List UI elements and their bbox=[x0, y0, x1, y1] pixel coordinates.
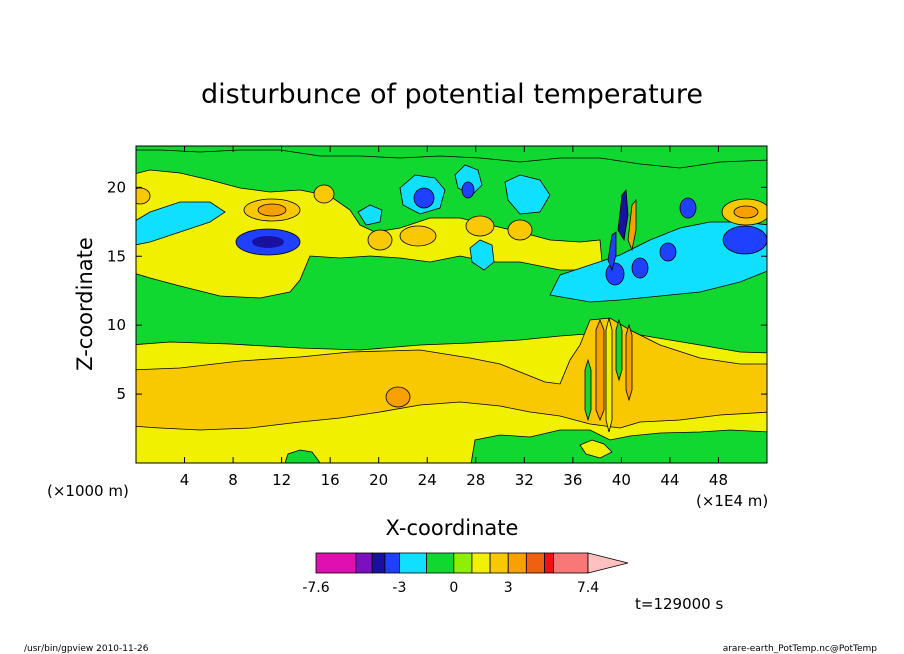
field-region-blue-eddy-3 bbox=[461, 181, 475, 199]
time-label: t=129000 s bbox=[635, 595, 723, 613]
chart-title: disturbunce of potential temperature bbox=[201, 79, 703, 110]
x-tick-label: 12 bbox=[272, 471, 291, 489]
y-axis-title: Z-coordinate bbox=[73, 237, 97, 371]
field-region-orange-eddy-3 bbox=[367, 229, 393, 251]
field-region-orange-eddy-7-core bbox=[733, 205, 759, 219]
footer-right: arare-earth_PotTemp.nc@PotTemp bbox=[723, 644, 878, 654]
y-axis: 5 10 15 20 bbox=[107, 178, 767, 403]
colorbar-overflow-arrow bbox=[587, 552, 629, 574]
colorbar bbox=[315, 552, 629, 574]
colorbar-bin bbox=[426, 552, 455, 574]
field-region-orange-eddy-6 bbox=[507, 219, 533, 241]
colorbar-bin bbox=[507, 552, 527, 574]
x-tick-label: 36 bbox=[563, 471, 582, 489]
field-region-orange-eddy-2 bbox=[313, 184, 335, 204]
plot-frame bbox=[135, 145, 768, 464]
field-region-orange-eddy-4 bbox=[399, 225, 437, 247]
field-region-orange-eddy-9 bbox=[136, 187, 151, 205]
colorbar-bin bbox=[544, 552, 554, 574]
field-region-cyan-blob-4 bbox=[454, 164, 483, 196]
footer-left: /usr/bin/gpview 2010-11-26 bbox=[24, 644, 149, 654]
field-region-orange-eddy-1-core bbox=[257, 203, 287, 217]
x-tick-label: 40 bbox=[612, 471, 631, 489]
field-region-cyan-blob-5 bbox=[357, 204, 383, 226]
field-region-upper-green bbox=[136, 146, 767, 169]
y-tick-label: 15 bbox=[107, 247, 126, 265]
x-tick-label: 28 bbox=[466, 471, 485, 489]
colorbar-bin bbox=[553, 552, 589, 574]
field-region-blue-eddy-8 bbox=[679, 197, 697, 219]
colorbar-bin bbox=[525, 552, 545, 574]
field-region-blue-eddy-6 bbox=[659, 242, 677, 262]
field-region-cyan-blob-2 bbox=[504, 174, 551, 215]
colorbar-bin bbox=[371, 552, 386, 574]
colorbar-bin bbox=[355, 552, 373, 574]
x-tick-label: 32 bbox=[515, 471, 534, 489]
field-region-yellow-patch bbox=[579, 439, 613, 459]
field-region-blue-eddy-1-core bbox=[252, 236, 284, 248]
field-region-orange-eddy-8 bbox=[385, 386, 411, 408]
x-axis: 4 8 12 16 20 24 28 32 36 40 44 48 bbox=[180, 146, 728, 489]
field-region-green-bottom bbox=[470, 429, 767, 463]
colorbar-tick-label: 0 bbox=[449, 580, 458, 596]
field-region-vertical-streaks bbox=[584, 317, 633, 433]
colorbar-labels: -7.6 -3 0 3 7.4 bbox=[302, 580, 599, 596]
x-tick-label: 20 bbox=[369, 471, 388, 489]
colorbar-tick-label: 7.4 bbox=[577, 580, 599, 596]
field-region-cyan-band bbox=[136, 201, 226, 246]
field-region-blue-eddy-5 bbox=[631, 257, 649, 279]
x-tick-label: 8 bbox=[228, 471, 238, 489]
x-unit-left: (×1000 m) bbox=[47, 482, 129, 500]
x-unit-right: (×1E4 m) bbox=[696, 492, 768, 510]
colorbar-bin bbox=[453, 552, 473, 574]
x-tick-label: 44 bbox=[660, 471, 679, 489]
x-tick-label: 4 bbox=[180, 471, 190, 489]
field-region-orange-eddy-5 bbox=[465, 215, 495, 237]
plot-field bbox=[136, 146, 767, 463]
x-tick-label: 48 bbox=[709, 471, 728, 489]
colorbar-bin bbox=[399, 552, 428, 574]
field-region-blue-eddy-2 bbox=[413, 187, 435, 209]
y-tick-label: 20 bbox=[107, 178, 126, 196]
colorbar-bin bbox=[384, 552, 400, 574]
field-region-blue-eddy-4 bbox=[605, 262, 625, 286]
x-tick-label: 16 bbox=[321, 471, 340, 489]
x-tick-label: 24 bbox=[418, 471, 437, 489]
colorbar-tick-label: -3 bbox=[392, 580, 406, 596]
field-region-green-blob bbox=[284, 449, 321, 463]
x-axis-title: X-coordinate bbox=[386, 516, 519, 540]
field-region-upper-streaks bbox=[607, 188, 637, 272]
colorbar-tick-label: 3 bbox=[504, 580, 513, 596]
field-region-cyan-blob-3 bbox=[469, 239, 495, 271]
colorbar-bin bbox=[489, 552, 509, 574]
y-tick-label: 10 bbox=[107, 316, 126, 334]
y-tick-label: 5 bbox=[116, 385, 126, 403]
colorbar-bin bbox=[471, 552, 491, 574]
colorbar-bin bbox=[315, 552, 357, 574]
field-region-blue-eddy-7 bbox=[722, 225, 767, 255]
colorbar-tick-label: -7.6 bbox=[302, 580, 329, 596]
